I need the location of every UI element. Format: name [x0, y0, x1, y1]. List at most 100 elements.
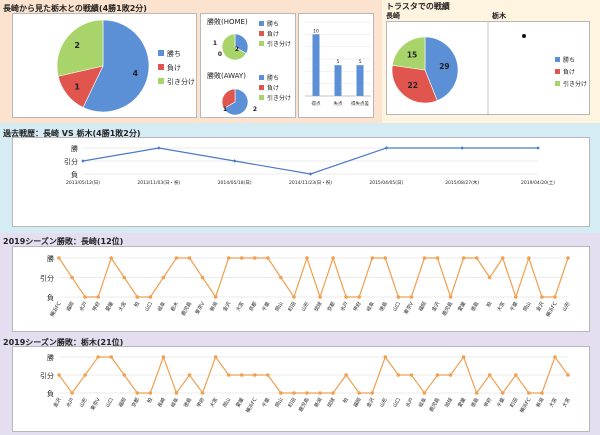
season-tochigi-x-label: 甲府 [482, 397, 493, 409]
away-value-label: 2 [253, 106, 257, 113]
season-nagasaki-x-label: 柏 [485, 301, 494, 309]
home-title: 勝敗(HOME) [207, 18, 248, 26]
season-nagasaki-point [461, 256, 466, 260]
season-nagasaki-point [357, 295, 361, 299]
season-nagasaki-title: 2019シーズン勝敗：長崎(12位) [3, 237, 124, 246]
season-tochigi-x-label: 山形 [378, 397, 389, 409]
season-tochigi-x-label: 福岡 [117, 397, 128, 409]
season-nagasaki-point [487, 275, 492, 280]
season-tochigi-panel: 勝引分負金沢 水戸 山形 東京V 山口 福岡 京都柏長崎 岐阜 徳島 甲府 大宮 岡山 愛媛 横浜FC 千葉… [12, 346, 590, 432]
season-nagasaki-x-label: 山形 [300, 301, 311, 313]
season-nagasaki-point [135, 295, 140, 299]
tosuta-marker [522, 34, 526, 38]
season-nagasaki-x-label: 愛媛 [104, 301, 115, 313]
season-nagasaki-series-line [58, 256, 569, 299]
season-nagasaki-point [109, 256, 114, 260]
goals-bar-chart: 10 得点 5 失点 5 得失点差 [305, 21, 371, 107]
season-tochigi-point [435, 373, 440, 377]
season-nagasaki-x-label: 栃木 [169, 301, 180, 313]
history-title: 過去戦歴：長崎 VS 栃木(4勝1敗2分) [3, 129, 141, 138]
season-nagasaki-x-label: 岡山 [522, 301, 533, 313]
history-level-label: 勝 [71, 144, 78, 153]
tosuta-right-label: 栃木 [492, 12, 506, 20]
season-tochigi-point [213, 355, 218, 359]
tosuta-legend-label-2: 負け [563, 68, 575, 76]
season-tochigi-x-label: 大宮 [548, 397, 559, 409]
season-nagasaki-point [527, 256, 531, 260]
history-level-label: 引分 [64, 157, 78, 166]
season-tochigi-x-label: 岡山 [274, 397, 285, 409]
season-tochigi-x-label: 琉球 [443, 397, 454, 409]
season-tochigi-x-label: 山形 [78, 397, 89, 409]
tosuta-pie-slice-1 [424, 36, 459, 102]
season-tochigi-x-label: 京都 [130, 397, 141, 409]
season-nagasaki-point [305, 256, 309, 260]
history-x-label: 2013/05/12(日) [66, 180, 100, 186]
tosuta-legend-swatch-3 [555, 81, 560, 86]
season-nagasaki-point [383, 256, 388, 260]
overall-pie-slice-3 [56, 19, 104, 77]
season-nagasaki-x-label: 岐阜 [156, 301, 167, 313]
season-tochigi-point [487, 373, 492, 377]
season-nagasaki-point [57, 256, 61, 260]
season-nagasaki-point [318, 295, 322, 299]
season-tochigi-level-label: 負 [47, 389, 54, 398]
season-nagasaki-x-label: 鹿児島 [180, 301, 194, 318]
season-tochigi-point [148, 391, 153, 395]
season-tochigi-level-label: 勝 [47, 353, 54, 362]
season-nagasaki-x-label: 山口 [391, 301, 402, 313]
home-value-label: 1 [213, 40, 217, 47]
season-nagasaki-point [500, 256, 505, 260]
season-tochigi-point [500, 391, 505, 395]
season-tochigi-x-label: 長崎 [156, 397, 167, 409]
tosuta-pie-slice-3 [391, 36, 426, 71]
home-value-label: 0 [218, 51, 222, 58]
overall-legend-label-3: 引き分け [167, 77, 195, 86]
season-tochigi-x-label: 岡山 [221, 397, 232, 409]
season-tochigi-point [305, 391, 309, 395]
season-nagasaki-x-label: 京都 [247, 301, 258, 313]
season-tochigi-x-label: 新潟 [535, 397, 546, 409]
goals-category-label: 得失点差 [351, 100, 369, 107]
season-nagasaki-point [161, 275, 166, 280]
season-tochigi-x-label: 金沢 [365, 397, 376, 409]
season-tochigi-point [409, 373, 414, 377]
tosuta-legend-swatch-2 [555, 69, 560, 74]
season-tochigi-x-label: 千葉 [260, 397, 271, 409]
season-nagasaki-x-label: 福岡 [417, 301, 428, 313]
history-x-label: 2015/04/05(日) [369, 180, 403, 186]
overall-legend-swatch-2 [158, 64, 164, 70]
goals-bar [312, 34, 320, 96]
season-tochigi-x-label: 横浜FC [518, 396, 533, 414]
season-nagasaki-point [435, 256, 440, 260]
season-nagasaki-x-label: 柏 [132, 301, 141, 309]
season-tochigi-point [357, 391, 361, 395]
history-point [81, 159, 85, 163]
season-nagasaki-x-label: 京都 [326, 301, 337, 313]
season-tochigi-x-label: 徳島 [469, 397, 480, 409]
season-nagasaki-point [148, 295, 153, 299]
overall-legend-swatch-3 [158, 78, 164, 84]
away-value-label: 1 [223, 106, 227, 113]
season-tochigi-x-label: 水戸 [65, 397, 76, 409]
tosuta-pie-slice-2 [391, 64, 438, 104]
season-tochigi-point [239, 373, 244, 377]
season-tochigi-point [383, 355, 388, 359]
season-tochigi-point [174, 391, 179, 395]
history-point [157, 146, 161, 150]
season-nagasaki-x-label: 金沢 [430, 301, 441, 313]
season-tochigi-point [474, 391, 479, 395]
history-point [308, 172, 313, 176]
season-nagasaki-point [266, 256, 270, 260]
season-tochigi-point [122, 373, 127, 377]
season-tochigi-point [461, 355, 466, 359]
season-nagasaki-x-label: 甲府 [352, 301, 363, 313]
season-nagasaki-x-label: 東京V [402, 300, 415, 316]
season-nagasaki-point [474, 256, 479, 260]
season-nagasaki-x-label: 愛媛 [456, 301, 467, 313]
season-tochigi-x-label: 鹿児島 [297, 397, 311, 414]
season-nagasaki-x-label: 横浜FC [544, 300, 559, 318]
tosuta-pie-value-label: 29 [439, 62, 449, 71]
